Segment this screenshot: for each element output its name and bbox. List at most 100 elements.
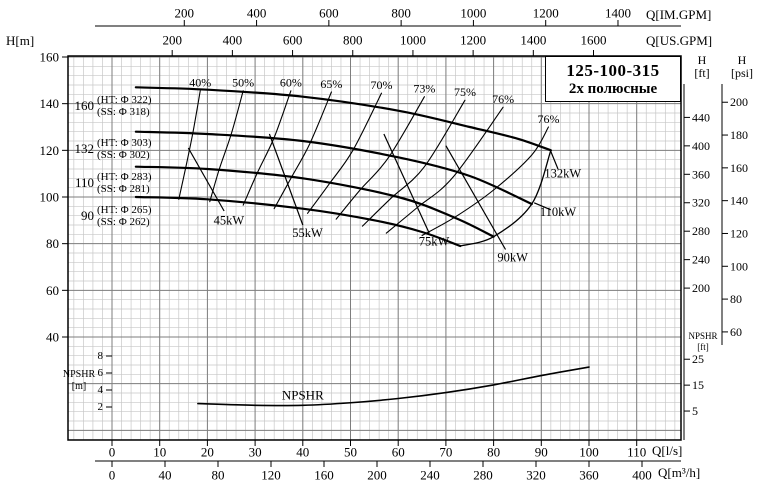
npshr-m-tick-label: 2 [98,401,104,413]
impeller-diameters: (HT: Φ 283) (SS: Φ 281) [97,171,152,195]
impeller-size: 110 [74,175,94,190]
impeller-diameters: (HT: Φ 265) (SS: Φ 262) [97,204,152,228]
hm-tick-label: 140 [40,96,60,111]
im-gpm-tick-label: 1400 [605,6,631,21]
impeller-size: 132 [74,141,95,156]
left-axis-title-npshr-m: NPSHR [m] [60,369,98,393]
pump-poles: 2х полюсные [568,80,658,97]
ls-tick-label: 20 [201,445,214,460]
power-label: 132kW [544,167,581,181]
efficiency-label: 76% [537,112,559,126]
npshr-curve [197,366,590,407]
power-label: 45kW [214,213,245,227]
bottom-axis-title-ls: Q[l/s] [652,443,683,458]
power-label: 110kW [540,205,577,219]
ft-tick-label: 400 [692,139,710,153]
ls-tick-label: 10 [153,445,166,460]
m3h-tick-label: 120 [261,468,281,483]
us-gpm-tick-label: 1000 [400,33,426,48]
us-gpm-tick-label: 800 [343,33,363,48]
us-gpm-tick-label: 1200 [460,33,486,48]
im-gpm-tick-label: 400 [247,6,267,21]
efficiency-label: 50% [232,76,254,90]
curve-end-boundary [459,149,552,247]
psi-tick-label: 180 [730,128,748,142]
efficiency-label: 40% [189,76,211,90]
npshr-m-header: NPSHR [62,369,96,380]
ls-tick-label: 50 [344,445,357,460]
efficiency-curve-3 [273,91,332,210]
efficiency-label: 70% [371,78,393,92]
head-curve-132 [134,130,533,206]
im-gpm-tick-label: 800 [391,6,411,21]
us-gpm-tick-label: 1600 [581,33,607,48]
npshr-m-tick-label: 4 [98,384,104,396]
us-gpm-tick-label: 200 [162,33,182,48]
npshr-ft-tick-label: 5 [692,404,698,418]
ft-tick-label: 360 [692,167,710,181]
im-gpm-tick-label: 200 [175,6,195,21]
npshr-curve-label: NPSHR [282,388,324,403]
psi-tick-label: 80 [730,292,742,306]
npshr-ft-tick-label: 25 [692,352,704,366]
impeller-diameters: (HT: Φ 303) (SS: Φ 302) [97,137,152,161]
hm-tick-label: 40 [46,329,59,344]
m3h-tick-label: 200 [367,468,387,483]
head-curve-90 [134,195,462,248]
efficiency-label: 73% [413,81,435,95]
impeller-ss: (SS: Φ 281) [97,183,150,195]
npshr-ft-tick-label: 15 [692,378,704,392]
psi-tick-label: 100 [730,259,748,273]
ft-header-unit: [ft] [694,66,710,80]
psi-tick-label: 120 [730,226,748,240]
bottom-axis-title-m3h: Q[m³/h] [658,465,701,480]
ls-tick-label: 90 [535,445,548,460]
impeller-ht: (HT: Φ 322) [97,94,152,106]
efficiency-label: 75% [454,85,476,99]
power-line-45kW [187,147,225,212]
impeller-size: 90 [81,208,94,223]
efficiency-label: 76% [492,92,514,106]
m3h-tick-label: 0 [109,468,116,483]
ls-tick-label: 40 [296,445,309,460]
us-gpm-tick-label: 1400 [520,33,546,48]
hm-tick-label: 120 [40,143,60,158]
im-gpm-tick-label: 1200 [533,6,559,21]
head-curve-160 [134,86,552,152]
impeller-ht: (HT: Φ 265) [97,204,152,216]
impeller-diameters: (HT: Φ 322) (SS: Φ 318) [97,94,152,118]
title-box: 125-100-315 2х полюсные [545,56,681,102]
impeller-ss: (SS: Φ 318) [97,106,150,118]
hm-tick-label: 60 [46,283,59,298]
right-axis-title-npshr-ft: NPSHR [ft] [682,331,724,353]
efficiency-curve-4 [307,92,383,214]
head-curve-110 [134,165,495,238]
ls-tick-label: 60 [392,445,405,460]
impeller-ht: (HT: Φ 303) [97,137,152,149]
ls-tick-label: 110 [627,445,646,460]
npshr-m-tick-label: 8 [98,350,104,362]
m3h-tick-label: 320 [526,468,546,483]
m3h-tick-label: 160 [314,468,334,483]
ls-tick-label: 80 [487,445,500,460]
efficiency-curve-6 [361,99,466,227]
npshr-ft-header: NPSHR [688,331,718,341]
psi-header-unit: [psi] [731,66,753,80]
impeller-label-110: 110 (HT: Φ 283) (SS: Φ 281) [70,171,152,195]
m3h-tick-label: 280 [473,468,493,483]
hm-tick-label: 160 [40,50,60,65]
plot-frame [67,55,682,441]
psi-header-h: H [737,53,747,67]
ls-tick-label: 70 [439,445,452,460]
us-gpm-tick-label: 600 [283,33,303,48]
us-gpm-tick-label: 400 [223,33,243,48]
psi-tick-label: 160 [730,161,748,175]
impeller-label-160: 160 (HT: Φ 322) (SS: Φ 318) [70,94,152,118]
im-gpm-tick-label: 600 [319,6,339,21]
m3h-tick-label: 360 [579,468,599,483]
efficiency-curve-0 [178,90,201,200]
right-axis-title-ft: H [ft] [684,54,720,80]
hm-tick-label: 100 [40,189,60,204]
